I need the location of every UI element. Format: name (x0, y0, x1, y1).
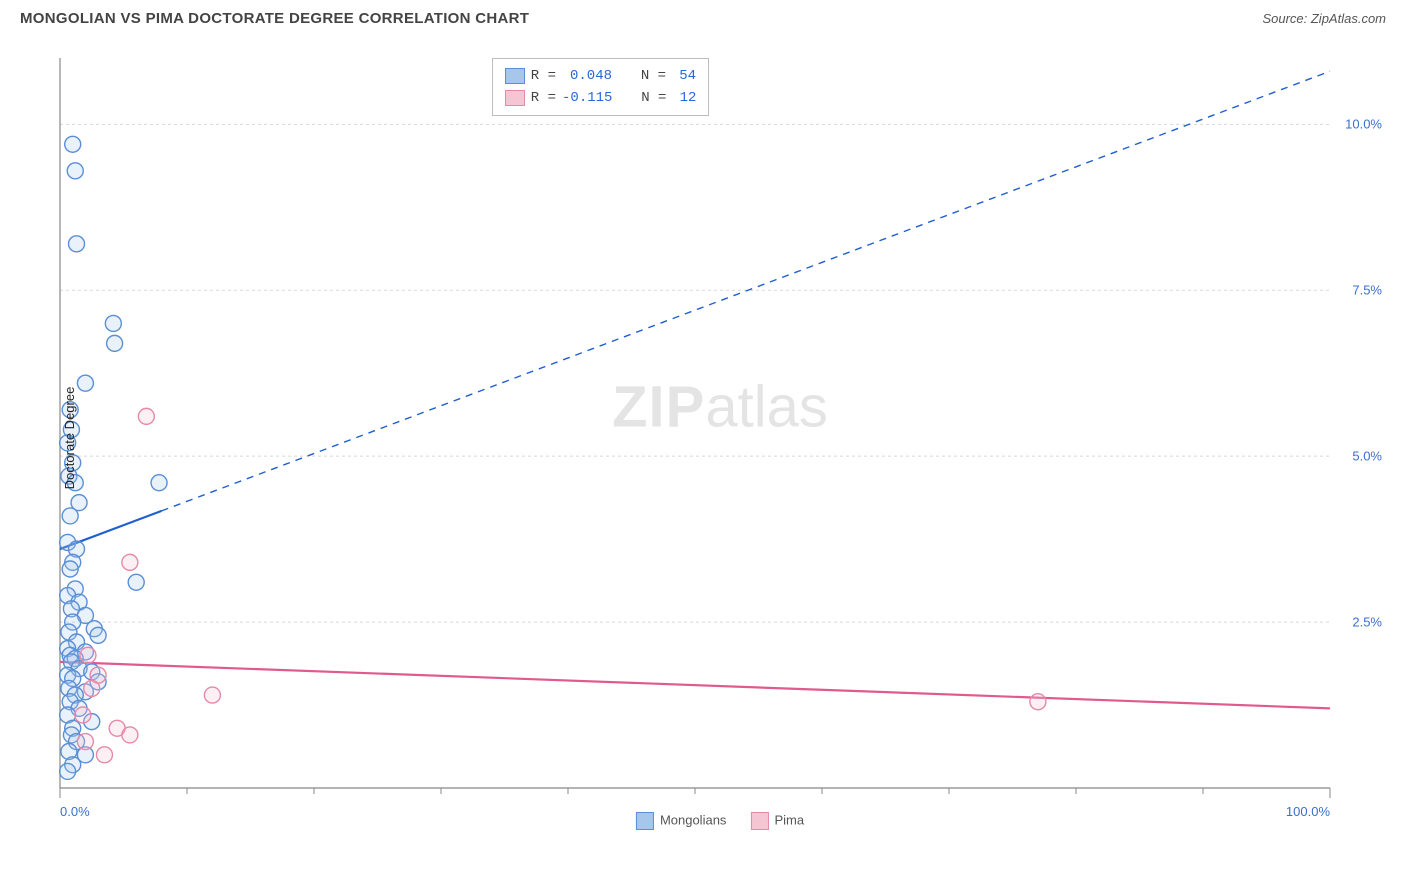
legend-item-mongolians: Mongolians (636, 812, 727, 830)
y-tick-label: 7.5% (1352, 283, 1382, 298)
legend-swatch (750, 812, 768, 830)
chart-area: Doctorate Degree ZIPatlas R =0.048 N =54… (50, 48, 1390, 828)
stats-legend: R =0.048 N =54 R =-0.115 N =12 (492, 58, 710, 116)
scatter-plot (50, 48, 1390, 828)
y-tick-label: 2.5% (1352, 615, 1382, 630)
chart-title: MONGOLIAN VS PIMA DOCTORATE DEGREE CORRE… (20, 10, 529, 27)
series-legend: Mongolians Pima (636, 812, 804, 830)
legend-item-pima: Pima (750, 812, 804, 830)
y-tick-label: 5.0% (1352, 449, 1382, 464)
chart-source: Source: ZipAtlas.com (1262, 11, 1386, 26)
x-tick-label: 100.0% (1286, 804, 1330, 819)
legend-swatch (636, 812, 654, 830)
chart-header: MONGOLIAN VS PIMA DOCTORATE DEGREE CORRE… (0, 0, 1406, 35)
y-tick-label: 10.0% (1345, 117, 1382, 132)
x-tick-label: 0.0% (60, 804, 90, 819)
y-axis-label: Doctorate Degree (62, 387, 77, 490)
